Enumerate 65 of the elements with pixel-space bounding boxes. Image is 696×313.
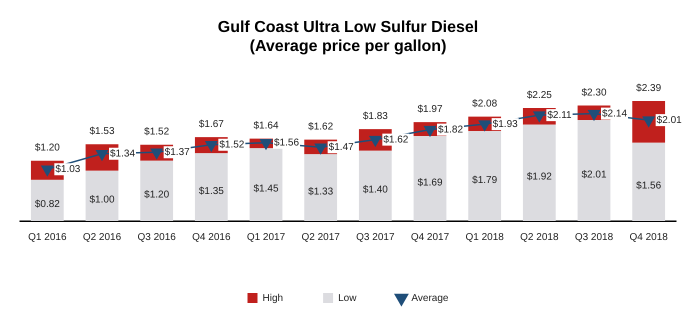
x-tick-label: Q4 2018	[629, 232, 668, 243]
point	[260, 138, 272, 150]
data-label: $1.56	[274, 137, 300, 148]
data-label: $1.40	[362, 184, 388, 196]
total-label: $1.62	[308, 121, 334, 132]
data-label: $1.34	[110, 148, 136, 160]
x-tick-label: Q1 2018	[465, 232, 504, 243]
data-label: $1.93	[492, 118, 518, 130]
total-label: $1.83	[362, 110, 388, 122]
data-label: $1.79	[472, 174, 498, 186]
bar	[304, 154, 338, 221]
data-label: $1.37	[164, 146, 190, 158]
total-label: $1.64	[253, 120, 279, 132]
total-label: $1.52	[144, 126, 170, 138]
bar	[414, 136, 446, 221]
data-label: $1.69	[417, 177, 443, 188]
total-label: $1.20	[34, 142, 60, 154]
data-label: $1.45	[253, 183, 279, 194]
data-label: $2.01	[656, 114, 682, 126]
data-label: $1.62	[383, 134, 409, 146]
bar	[250, 148, 282, 221]
total-label: $2.25	[526, 90, 552, 101]
x-tick-label: Q1 2016	[28, 232, 67, 243]
bar	[194, 153, 228, 221]
x-tick-label: Q1 2017	[246, 232, 286, 243]
total-label: $1.97	[417, 104, 443, 115]
x-tick-label: Q2 2018	[520, 232, 559, 243]
bar	[140, 160, 174, 221]
x-tick-label: Q4 2017	[410, 232, 450, 243]
text: Gulf Coast Ultra Low Sulfur Diesel (Average price per gallon)	[218, 19, 478, 56]
data-label: $1.47	[328, 142, 354, 153]
bar	[30, 180, 64, 221]
data-label: $1.56	[636, 180, 662, 192]
legend-label: Low	[338, 292, 358, 304]
bar	[578, 120, 610, 221]
bar	[522, 124, 556, 221]
bar	[86, 170, 118, 221]
legend-label: Average	[411, 292, 449, 304]
data-label: $1.20	[144, 190, 170, 201]
legend-label: High	[262, 292, 284, 304]
total-label: $2.39	[636, 82, 662, 94]
total-label: $1.53	[89, 126, 115, 137]
total-label: $1.67	[198, 118, 224, 130]
data-label: $1.03	[55, 164, 81, 176]
x-tick-label: Q2 2017	[301, 232, 340, 243]
x-tick-label: Q3 2018	[574, 232, 614, 243]
total-label: $2.08	[472, 98, 498, 110]
x-tick-label: Q2 2016	[82, 232, 122, 243]
data-label: $2.01	[581, 169, 607, 180]
data-label: $0.82	[34, 199, 60, 210]
data-label: $1.92	[526, 172, 552, 183]
data-label: $2.11	[547, 110, 572, 121]
bar	[468, 131, 502, 221]
x-tick-label: Q3 2016	[137, 232, 176, 243]
data-label: $1.52	[219, 139, 245, 150]
x-tick-label: Q3 2017	[356, 232, 395, 243]
data-label: $1.33	[308, 186, 334, 198]
data-label: $1.35	[198, 186, 224, 197]
bar	[632, 142, 666, 221]
x-tick-label: Q4 2016	[192, 232, 231, 243]
data-label: $1.82	[438, 124, 464, 136]
data-label: $1.00	[89, 194, 115, 206]
bar	[358, 150, 392, 221]
total-label: $2.30	[581, 87, 607, 98]
data-label: $2.14	[602, 108, 628, 120]
